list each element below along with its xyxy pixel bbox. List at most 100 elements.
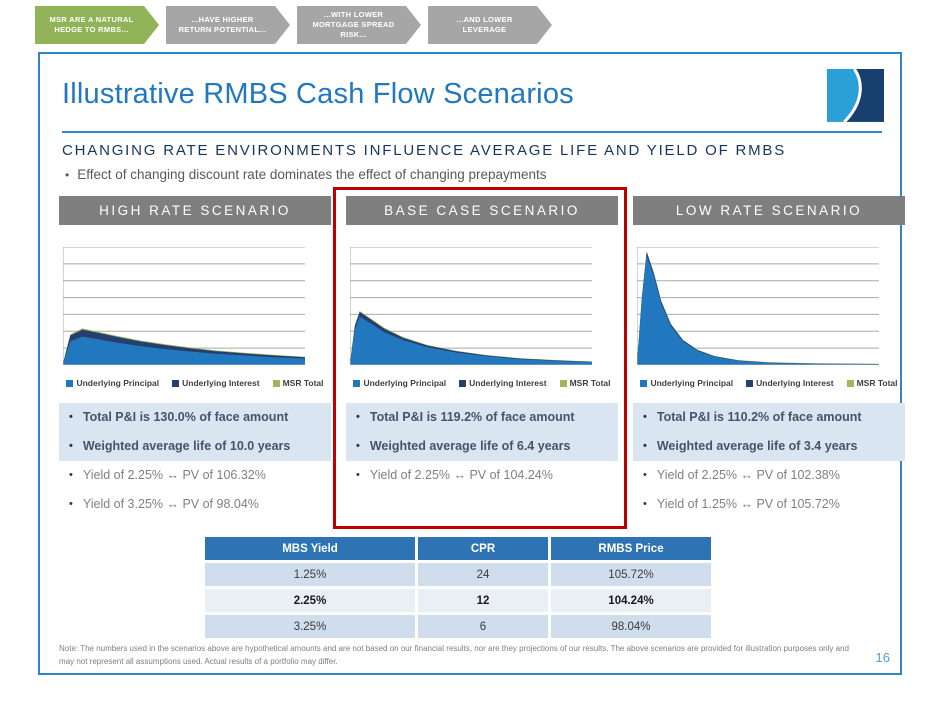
col-header-rmbs-price: RMBS Price	[551, 537, 711, 560]
bullet-yield-1: • Yield of 2.25% ↔ PV of 102.38%	[633, 461, 905, 490]
scenario-column-base-case: BASE CASE SCENARIO Underlying Principal …	[346, 196, 618, 519]
bullet-icon: •	[643, 411, 647, 423]
legend-item-principal: Underlying Principal	[640, 378, 733, 388]
interest-swatch-icon	[172, 379, 180, 387]
bullet-wal: • Weighted average life of 3.4 years	[633, 432, 905, 461]
chart-area-base-case	[350, 247, 592, 365]
bullet-yield-2: • Yield of 1.25% ↔ PV of 105.72%	[633, 490, 905, 519]
legend-label: Underlying Principal	[76, 378, 160, 388]
bullet-yield-2: • Yield of 3.25% ↔ PV of 98.04%	[59, 490, 331, 519]
chevron-step-2-label: ...HAVE HIGHER RETURN POTENTIAL...	[178, 14, 267, 34]
chevron-step-1-label: MSR ARE A NATURAL HEDGE TO RMBS...	[49, 14, 134, 34]
plain-bullet-block: • Yield of 2.25% ↔ PV of 102.38% • Yield…	[633, 461, 905, 519]
cell-cpr: 12	[418, 589, 548, 612]
bullet-icon: •	[69, 469, 73, 481]
scenario-column-high-rate: HIGH RATE SCENARIO Underlying Principal …	[59, 196, 331, 519]
chart-area-low-rate	[637, 247, 879, 365]
bullet-text: Total P&I is 130.0% of face amount	[82, 410, 289, 424]
legend-label: MSR Total	[856, 378, 898, 388]
bullet-icon: •	[356, 469, 360, 481]
chart-legend: Underlying Principal Underlying Interest…	[59, 378, 331, 388]
bullet-icon: •	[643, 440, 647, 452]
cash-flow-chart-low-rate	[637, 247, 879, 365]
highlighted-bullet-block: • Total P&I is 110.2% of face amount • W…	[633, 403, 905, 461]
legend-item-msr-total: MSR Total	[559, 378, 611, 388]
bullet-text: Yield of 1.25% ↔ PV of 105.72%	[656, 497, 840, 511]
bullet-text: Yield of 3.25% ↔ PV of 98.04%	[82, 497, 259, 511]
bullet-text: Weighted average life of 3.4 years	[656, 439, 858, 453]
table-row: 3.25% 6 98.04%	[205, 615, 711, 638]
bullet-text: Total P&I is 119.2% of face amount	[369, 410, 575, 424]
col-header-mbs-yield: MBS Yield	[205, 537, 415, 560]
slide-frame: Illustrative RMBS Cash Flow Scenarios CH…	[38, 52, 905, 675]
bullet-text: Yield of 2.25% ↔ PV of 104.24%	[369, 468, 553, 482]
principal-swatch-icon	[640, 379, 648, 387]
cell-cpr: 24	[418, 563, 548, 586]
chevron-step-4-label: ...AND LOWER LEVERAGE	[456, 14, 513, 34]
cell-yield: 2.25%	[205, 589, 415, 612]
lead-bullet: • Effect of changing discount rate domin…	[65, 167, 547, 182]
plain-bullet-block: • Yield of 2.25% ↔ PV of 104.24%	[346, 461, 618, 490]
process-chevron-banner: MSR ARE A NATURAL HEDGE TO RMBS... ...HA…	[35, 6, 552, 44]
bullet-text: Weighted average life of 10.0 years	[82, 439, 291, 453]
scenario-bullets-base-case: • Total P&I is 119.2% of face amount • W…	[346, 403, 618, 490]
chevron-step-4: ...AND LOWER LEVERAGE	[428, 6, 552, 44]
legend-label: MSR Total	[569, 378, 611, 388]
interest-swatch-icon	[746, 379, 754, 387]
bullet-yield-1: • Yield of 2.25% ↔ PV of 104.24%	[346, 461, 618, 490]
highlighted-bullet-block: • Total P&I is 119.2% of face amount • W…	[346, 403, 618, 461]
bullet-text: Total P&I is 110.2% of face amount	[656, 410, 862, 424]
legend-label: Underlying Interest	[182, 378, 260, 388]
cell-price: 104.24%	[551, 589, 711, 612]
scenario-header-base-case: BASE CASE SCENARIO	[346, 196, 618, 225]
disclaimer-note: Note: The numbers used in the scenarios …	[59, 644, 849, 666]
title-divider	[62, 131, 882, 133]
legend-item-interest: Underlying Interest	[172, 378, 260, 388]
legend-item-interest: Underlying Interest	[459, 378, 547, 388]
bullet-total-pi: • Total P&I is 130.0% of face amount	[59, 403, 331, 432]
table-row-base-case: 2.25% 12 104.24%	[205, 589, 711, 612]
chevron-step-1: MSR ARE A NATURAL HEDGE TO RMBS...	[35, 6, 159, 44]
principal-swatch-icon	[353, 379, 361, 387]
cell-price: 105.72%	[551, 563, 711, 586]
company-logo-icon	[827, 69, 884, 124]
cell-cpr: 6	[418, 615, 548, 638]
legend-item-interest: Underlying Interest	[746, 378, 834, 388]
legend-label: Underlying Interest	[469, 378, 547, 388]
plain-bullet-block: • Yield of 2.25% ↔ PV of 106.32% • Yield…	[59, 461, 331, 519]
bullet-icon: •	[69, 498, 73, 510]
bullet-icon: •	[65, 168, 70, 182]
chevron-step-2: ...HAVE HIGHER RETURN POTENTIAL...	[166, 6, 290, 44]
bullet-text: Yield of 2.25% ↔ PV of 106.32%	[82, 468, 266, 482]
cell-yield: 3.25%	[205, 615, 415, 638]
chart-area-high-rate	[63, 247, 305, 365]
legend-label: Underlying Principal	[650, 378, 734, 388]
lead-bullet-text: Effect of changing discount rate dominat…	[77, 167, 547, 182]
bullet-icon: •	[69, 440, 73, 452]
chart-legend: Underlying Principal Underlying Interest…	[346, 378, 618, 388]
legend-label: Underlying Interest	[756, 378, 834, 388]
bullet-icon: •	[643, 469, 647, 481]
scenario-bullets-high-rate: • Total P&I is 130.0% of face amount • W…	[59, 403, 331, 519]
chevron-step-3-label: ...WITH LOWER MORTGAGE SPREAD RISK...	[312, 9, 395, 40]
bullet-icon: •	[356, 440, 360, 452]
bullet-text: Weighted average life of 6.4 years	[369, 439, 571, 453]
col-header-cpr: CPR	[418, 537, 548, 560]
bullet-total-pi: • Total P&I is 110.2% of face amount	[633, 403, 905, 432]
scenario-header-low-rate: LOW RATE SCENARIO	[633, 196, 905, 225]
legend-item-msr-total: MSR Total	[272, 378, 324, 388]
bullet-icon: •	[643, 498, 647, 510]
mbs-yield-table: MBS Yield CPR RMBS Price 1.25% 24 105.72…	[202, 534, 714, 641]
interest-swatch-icon	[459, 379, 467, 387]
legend-label: MSR Total	[282, 378, 324, 388]
bullet-text: Yield of 2.25% ↔ PV of 102.38%	[656, 468, 840, 482]
chevron-step-3: ...WITH LOWER MORTGAGE SPREAD RISK...	[297, 6, 421, 44]
bullet-wal: • Weighted average life of 6.4 years	[346, 432, 618, 461]
table-row: 1.25% 24 105.72%	[205, 563, 711, 586]
msr-total-swatch-icon	[559, 379, 567, 387]
principal-swatch-icon	[66, 379, 74, 387]
msr-total-swatch-icon	[272, 379, 280, 387]
scenario-column-low-rate: LOW RATE SCENARIO Underlying Principal U…	[633, 196, 905, 519]
cell-price: 98.04%	[551, 615, 711, 638]
